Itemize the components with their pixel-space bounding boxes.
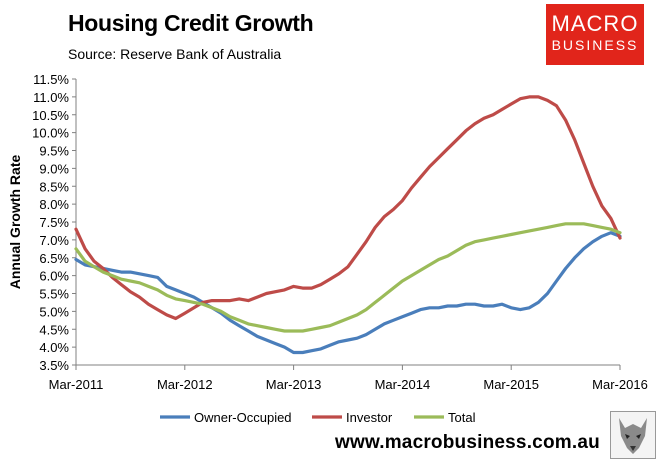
y-tick-label: 7.0% (39, 233, 69, 248)
y-tick-label: 6.5% (39, 251, 69, 266)
y-tick-label: 7.5% (39, 215, 69, 230)
y-tick-label: 3.5% (39, 358, 69, 373)
page-subtitle: Source: Reserve Bank of Australia (68, 46, 282, 62)
series-line-total (74, 222, 622, 333)
y-tick-label: 8.0% (39, 197, 69, 212)
legend-label-investor: Investor (346, 410, 393, 425)
x-tick-label: Mar-2012 (157, 377, 213, 392)
x-tick-label: Mar-2013 (266, 377, 322, 392)
y-tick-label: 8.5% (39, 179, 69, 194)
page-title: Housing Credit Growth (68, 10, 314, 36)
y-tick-label: 4.5% (39, 322, 69, 337)
x-tick-label: Mar-2011 (49, 377, 104, 392)
y-tick-label: 11.5% (33, 72, 69, 87)
wolf-mascot-icon (610, 411, 656, 459)
series-line-investor (74, 95, 622, 321)
y-axis-title: Annual Growth Rate (7, 155, 23, 290)
y-tick-label: 5.0% (39, 304, 69, 319)
x-tick-label: Mar-2015 (483, 377, 539, 392)
footer-url: www.macrobusiness.com.au (335, 432, 600, 453)
logo-line-1: MACRO (551, 11, 639, 36)
x-tick-label: Mar-2016 (592, 377, 648, 392)
y-tick-label: 9.5% (39, 144, 69, 159)
y-tick-label: 9.0% (39, 161, 69, 176)
series-line-owner-occupied (74, 231, 622, 355)
macrobusiness-logo: MACRO BUSINESS (546, 4, 644, 65)
x-tick-label: Mar-2014 (375, 377, 431, 392)
y-tick-label: 5.5% (39, 287, 69, 302)
y-tick-label: 10.0% (32, 126, 69, 141)
logo-line-2: BUSINESS (551, 37, 639, 53)
y-tick-label: 10.5% (32, 108, 69, 123)
y-tick-label: 4.0% (39, 340, 69, 355)
legend-label-owner-occupied: Owner-Occupied (194, 410, 292, 425)
legend-label-total: Total (448, 410, 476, 425)
y-tick-label: 11.0% (33, 90, 69, 105)
y-tick-label: 6.0% (39, 269, 69, 284)
